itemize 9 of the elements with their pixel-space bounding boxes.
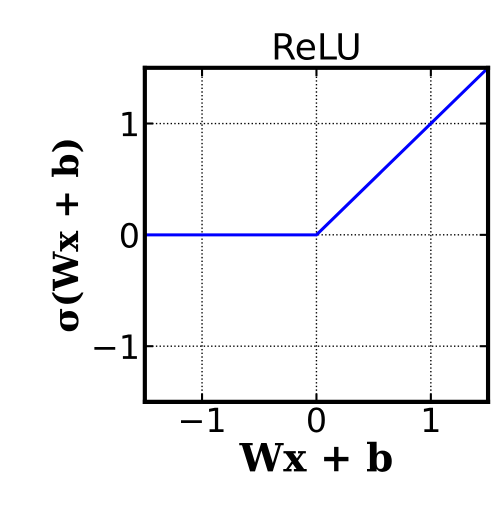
x-tick-label: −1 — [181, 408, 224, 432]
x-tick-label: 1 — [424, 408, 438, 432]
x-axis-title: Wx + b — [239, 442, 392, 472]
y-axis-title: σ(Wx + b) — [52, 140, 84, 332]
y-tick-label: −1 — [94, 334, 137, 359]
x-tick-label: 0 — [308, 407, 325, 433]
y-tick-label: 0 — [120, 222, 138, 248]
y-tick-label: 1 — [122, 112, 137, 136]
chart-title: ReLU — [274, 33, 359, 60]
